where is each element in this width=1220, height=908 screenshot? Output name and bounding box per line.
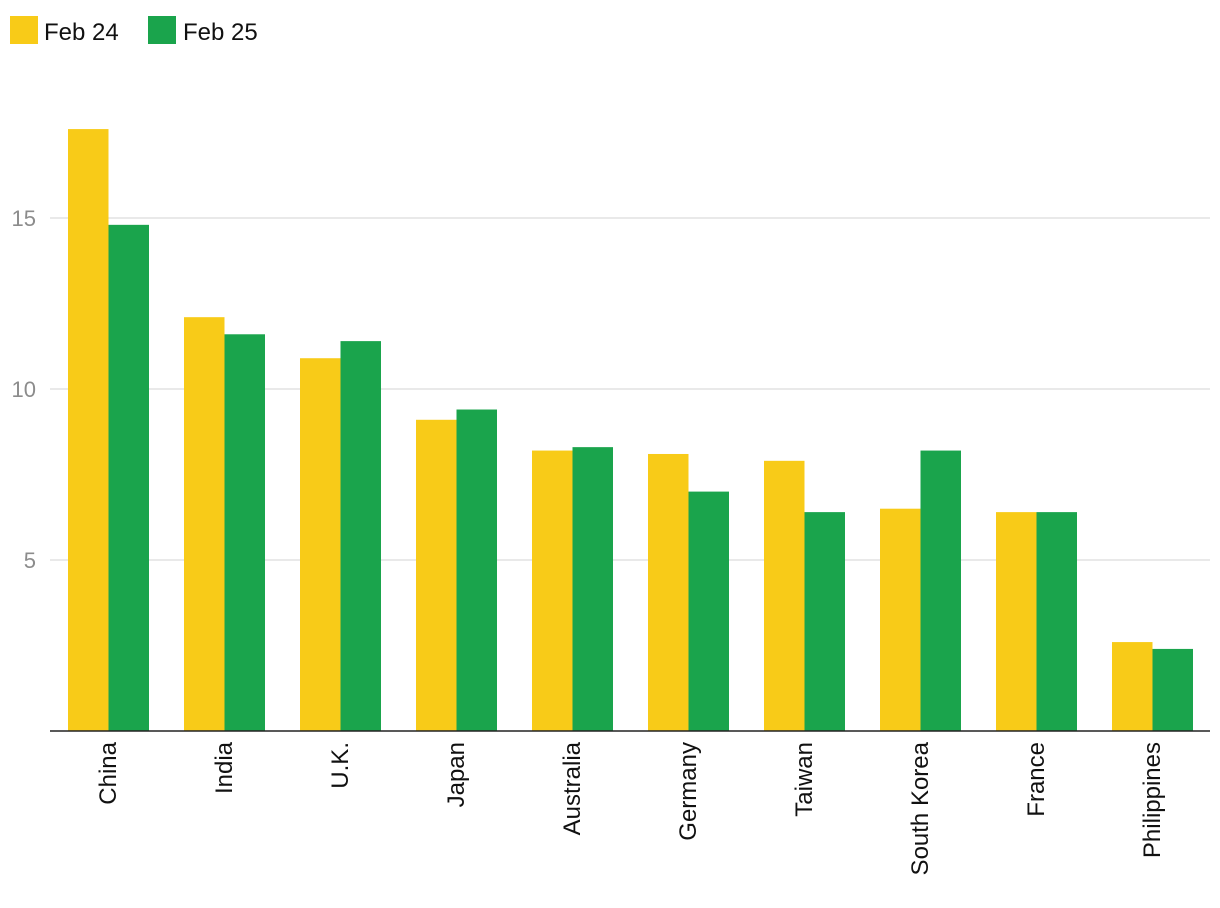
bar-china-feb-25 [108,224,149,731]
x-axis-ticks: China India U.K. Japan Australia Germany Taiwa… [95,741,1166,875]
x-tick-label-u-k: U.K. [327,742,354,789]
bar-australia-feb-25 [572,447,613,731]
x-tick-label-australia: Australia [559,741,586,835]
x-tick-label-japan: Japan [443,742,470,807]
bar-china-feb-24 [68,129,109,731]
x-tick-label-france: France [1023,742,1050,817]
legend-label-feb-24: Feb 24 [44,19,119,46]
legend: Feb 24 Feb 25 [10,16,258,46]
legend-swatch-feb-24 [10,16,38,44]
bar-u-k-feb-25 [340,341,381,731]
bar-taiwan-feb-24 [764,460,805,731]
bar-japan-feb-24 [416,419,457,731]
bar-india-feb-25 [224,334,265,731]
bar-france-feb-24 [996,512,1037,731]
x-tick-label-philippines: Philippines [1139,742,1166,858]
bar-japan-feb-25 [456,409,497,731]
bars [68,129,1193,731]
y-tick-label-15: 15 [12,206,36,231]
x-tick-label-south-korea: South Korea [907,741,934,875]
bar-philippines-feb-24 [1112,642,1153,731]
bar-south-korea-feb-24 [880,508,921,731]
legend-swatch-feb-25 [148,16,176,44]
y-tick-label-10: 10 [12,377,36,402]
y-axis-ticks: 5 10 15 [12,206,36,573]
y-tick-label-5: 5 [24,548,36,573]
bar-philippines-feb-25 [1152,648,1193,731]
bar-south-korea-feb-25 [920,450,961,731]
bar-taiwan-feb-25 [804,512,845,731]
bar-australia-feb-24 [532,450,573,731]
x-tick-label-china: China [95,741,122,804]
x-tick-label-india: India [211,741,238,794]
bar-u-k-feb-24 [300,358,341,731]
bar-france-feb-25 [1036,512,1077,731]
x-tick-label-germany: Germany [675,742,702,841]
bar-germany-feb-25 [688,491,729,731]
legend-label-feb-25: Feb 25 [183,19,258,46]
bar-india-feb-24 [184,317,225,731]
bar-germany-feb-24 [648,453,689,731]
x-tick-label-taiwan: Taiwan [791,742,818,817]
